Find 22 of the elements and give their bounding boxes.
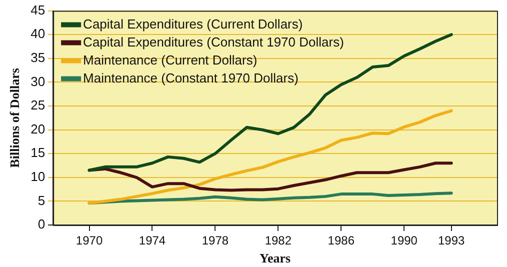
y-axis-title: Billions of Dollars — [7, 68, 22, 168]
x-tick-label: 1982 — [264, 234, 292, 248]
legend-label: Capital Expenditures (Constant 1970 Dollars) — [83, 34, 344, 50]
y-tick-label: 30 — [30, 74, 46, 89]
legend-label: Capital Expenditures (Current Dollars) — [83, 16, 303, 32]
y-tick-label: 35 — [30, 50, 46, 65]
y-tick-label: 15 — [30, 145, 46, 160]
y-tick-label: 25 — [30, 98, 46, 113]
x-tick-label: 1993 — [438, 234, 466, 248]
x-axis-title: Years — [260, 250, 291, 266]
y-tick-label: 0 — [38, 216, 46, 232]
y-tick-label: 5 — [38, 192, 46, 208]
x-tick-label: 1970 — [76, 234, 103, 248]
y-tick-label: 10 — [30, 168, 46, 184]
x-tick-label: 1978 — [202, 234, 229, 248]
y-tick-label: 20 — [30, 121, 46, 136]
x-tick-label: 1990 — [390, 234, 418, 248]
legend-label: Maintenance (Constant 1970 Dollars) — [83, 70, 298, 86]
y-tick-label: 40 — [30, 26, 46, 42]
x-tick-label: 1974 — [138, 234, 166, 248]
x-tick-label: 1986 — [328, 234, 355, 248]
y-tick-label: 45 — [30, 2, 46, 18]
